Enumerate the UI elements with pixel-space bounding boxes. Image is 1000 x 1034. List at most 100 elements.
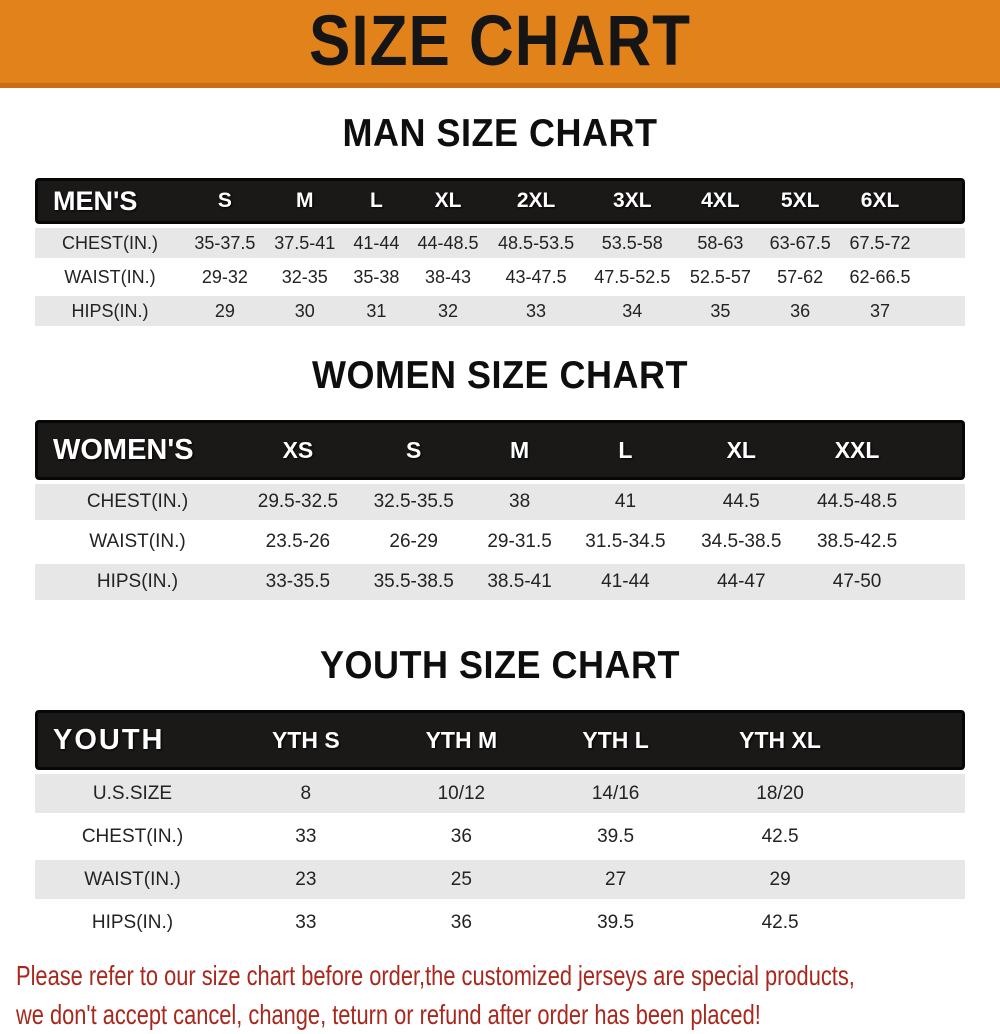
women-section-title: WOMEN SIZE CHART xyxy=(312,352,688,397)
size-cell: 18/20 xyxy=(690,774,870,813)
size-cell: 33 xyxy=(487,296,585,326)
youth-size-table: YOUTH YTH S YTH M YTH L YTH XL U.S.SIZE … xyxy=(35,706,965,946)
size-cell: 57-62 xyxy=(760,262,841,292)
row-spacer xyxy=(915,484,965,520)
row-spacer xyxy=(915,564,965,600)
size-cell: 29.5-32.5 xyxy=(240,484,356,520)
size-cell: 42.5 xyxy=(690,903,870,942)
size-cell: 35-38 xyxy=(344,262,409,292)
size-cell: 35.5-38.5 xyxy=(355,564,472,600)
row-label: HIPS(IN.) xyxy=(35,296,185,326)
youth-waist-row: WAIST(IN.) 23 25 27 29 xyxy=(35,860,965,899)
size-cell: 29 xyxy=(185,296,265,326)
women-col-header-xs: XS xyxy=(240,420,356,480)
women-waist-row: WAIST(IN.) 23.5-26 26-29 29-31.5 31.5-34… xyxy=(35,524,965,560)
footer-note-line-1: Please refer to our size chart before or… xyxy=(16,960,855,991)
size-cell: 31 xyxy=(344,296,409,326)
men-header-label: MEN'S xyxy=(35,178,185,224)
size-cell: 33 xyxy=(230,817,382,856)
row-spacer xyxy=(920,228,965,258)
women-col-header-l: L xyxy=(567,420,684,480)
size-cell: 44.5 xyxy=(683,484,800,520)
size-cell: 14/16 xyxy=(541,774,691,813)
youth-header-spacer xyxy=(870,710,965,770)
footer-note: Please refer to our size chart before or… xyxy=(0,956,1000,1034)
size-cell: 44.5-48.5 xyxy=(799,484,915,520)
size-cell: 32 xyxy=(408,296,488,326)
size-cell: 29-31.5 xyxy=(471,524,568,560)
size-cell: 47.5-52.5 xyxy=(584,262,681,292)
size-cell: 39.5 xyxy=(541,903,691,942)
row-label: HIPS(IN.) xyxy=(35,564,240,600)
men-hips-row: HIPS(IN.) 29 30 31 32 33 34 35 36 37 xyxy=(35,296,965,326)
section-women: WOMEN SIZE CHART WOMEN'S XS S M L XL XXL… xyxy=(0,352,1000,604)
size-cell: 39.5 xyxy=(541,817,691,856)
size-cell: 31.5-34.5 xyxy=(567,524,684,560)
size-cell: 38-43 xyxy=(408,262,488,292)
youth-header-row: YOUTH YTH S YTH M YTH L YTH XL xyxy=(35,710,965,770)
size-cell: 30 xyxy=(264,296,345,326)
youth-col-header-xl: YTH XL xyxy=(690,710,870,770)
row-label: WAIST(IN.) xyxy=(35,860,230,899)
men-col-header-s: S xyxy=(185,178,265,224)
row-spacer xyxy=(870,774,965,813)
row-label: U.S.SIZE xyxy=(35,774,230,813)
row-spacer xyxy=(920,296,965,326)
size-cell: 33 xyxy=(230,903,382,942)
size-cell: 41 xyxy=(567,484,684,520)
men-col-header-3xl: 3XL xyxy=(584,178,681,224)
women-col-header-xxl: XXL xyxy=(799,420,915,480)
men-header-spacer xyxy=(920,178,965,224)
row-spacer xyxy=(870,817,965,856)
youth-section-title: YOUTH SIZE CHART xyxy=(319,642,680,687)
women-col-header-xl: XL xyxy=(683,420,800,480)
youth-col-header-l: YTH L xyxy=(541,710,691,770)
row-label: WAIST(IN.) xyxy=(35,524,240,560)
women-col-header-s: S xyxy=(355,420,472,480)
size-cell: 38.5-41 xyxy=(471,564,568,600)
size-cell: 37 xyxy=(840,296,920,326)
women-header-row: WOMEN'S XS S M L XL XXL xyxy=(35,420,965,480)
size-cell: 41-44 xyxy=(344,228,409,258)
size-cell: 44-48.5 xyxy=(408,228,488,258)
size-cell: 38.5-42.5 xyxy=(799,524,915,560)
size-cell: 58-63 xyxy=(680,228,761,258)
men-header-row: MEN'S S M L XL 2XL 3XL 4XL 5XL 6XL xyxy=(35,178,965,224)
women-size-table: WOMEN'S XS S M L XL XXL CHEST(IN.) 29.5-… xyxy=(35,416,965,604)
size-cell: 42.5 xyxy=(690,817,870,856)
footer-note-line-2: we don't accept cancel, change, teturn o… xyxy=(16,999,761,1030)
size-cell: 48.5-53.5 xyxy=(487,228,585,258)
size-cell: 44-47 xyxy=(683,564,800,600)
size-cell: 37.5-41 xyxy=(264,228,345,258)
size-cell: 53.5-58 xyxy=(584,228,681,258)
row-spacer xyxy=(870,860,965,899)
size-cell: 47-50 xyxy=(799,564,915,600)
men-col-header-4xl: 4XL xyxy=(680,178,761,224)
row-label: HIPS(IN.) xyxy=(35,903,230,942)
banner-title: SIZE CHART xyxy=(309,1,691,82)
women-chest-row: CHEST(IN.) 29.5-32.5 32.5-35.5 38 41 44.… xyxy=(35,484,965,520)
size-cell: 67.5-72 xyxy=(840,228,920,258)
section-youth: YOUTH SIZE CHART YOUTH YTH S YTH M YTH L… xyxy=(0,642,1000,946)
row-spacer xyxy=(915,524,965,560)
size-cell: 32.5-35.5 xyxy=(355,484,472,520)
row-spacer xyxy=(870,903,965,942)
size-cell: 52.5-57 xyxy=(680,262,761,292)
women-col-header-m: M xyxy=(471,420,568,480)
size-chart-banner: SIZE CHART xyxy=(0,0,1000,88)
size-cell: 43-47.5 xyxy=(487,262,585,292)
size-cell: 33-35.5 xyxy=(240,564,356,600)
men-chest-row: CHEST(IN.) 35-37.5 37.5-41 41-44 44-48.5… xyxy=(35,228,965,258)
men-col-header-l: L xyxy=(344,178,409,224)
size-cell: 41-44 xyxy=(567,564,684,600)
size-cell: 36 xyxy=(381,817,542,856)
size-cell: 38 xyxy=(471,484,568,520)
youth-header-label: YOUTH xyxy=(35,710,230,770)
row-label: WAIST(IN.) xyxy=(35,262,185,292)
men-waist-row: WAIST(IN.) 29-32 32-35 35-38 38-43 43-47… xyxy=(35,262,965,292)
row-spacer xyxy=(920,262,965,292)
size-cell: 34 xyxy=(584,296,681,326)
youth-chest-row: CHEST(IN.) 33 36 39.5 42.5 xyxy=(35,817,965,856)
size-cell: 35-37.5 xyxy=(185,228,265,258)
size-cell: 32-35 xyxy=(264,262,345,292)
